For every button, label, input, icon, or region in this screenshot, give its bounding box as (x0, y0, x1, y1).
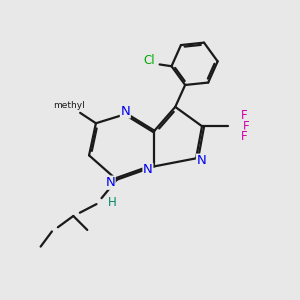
Text: N: N (196, 154, 206, 167)
Text: Cl: Cl (144, 54, 155, 68)
Text: methyl: methyl (53, 101, 85, 110)
Text: N: N (121, 105, 130, 118)
Text: F: F (243, 120, 250, 133)
Text: N: N (105, 176, 115, 189)
Text: N: N (143, 164, 153, 176)
Text: F: F (241, 109, 248, 122)
Text: H: H (108, 196, 116, 209)
Text: F: F (241, 130, 248, 143)
